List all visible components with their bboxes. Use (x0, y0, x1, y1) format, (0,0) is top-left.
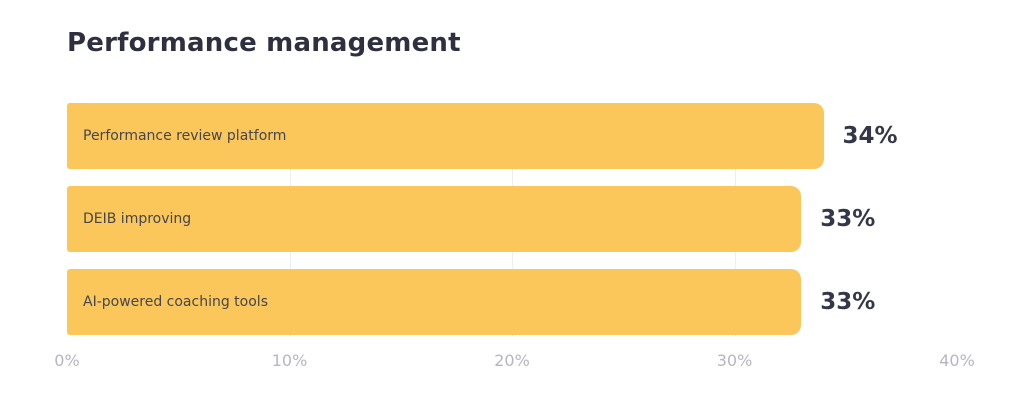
bar-value-label: 33% (820, 289, 876, 315)
bar-row: AI-powered coaching tools 33% (67, 269, 957, 335)
bar-row: Performance review platform 34% (67, 103, 957, 169)
x-tick-label: 10% (271, 351, 308, 370)
bar: DEIB improving (67, 186, 802, 252)
bar: AI-powered coaching tools (67, 269, 802, 335)
x-tick-label: 0% (54, 351, 80, 370)
bar-category-label: AI-powered coaching tools (83, 294, 268, 310)
x-axis: 0% 10% 20% 30% 40% (54, 351, 974, 377)
bar-row: DEIB improving 33% (67, 186, 957, 252)
bar-category-label: DEIB improving (83, 211, 192, 227)
bar: Performance review platform (67, 103, 824, 169)
chart-title: Performance management (67, 28, 461, 58)
bar-category-label: Performance review platform (83, 128, 287, 144)
bar-value-label: 34% (842, 123, 898, 149)
x-tick-label: 20% (494, 351, 530, 370)
x-tick-label: 40% (939, 351, 975, 370)
x-tick-label: 30% (716, 351, 753, 370)
bar-value-label: 33% (820, 206, 876, 232)
plot-area: Performance review platform 34% DEIB imp… (67, 103, 957, 336)
